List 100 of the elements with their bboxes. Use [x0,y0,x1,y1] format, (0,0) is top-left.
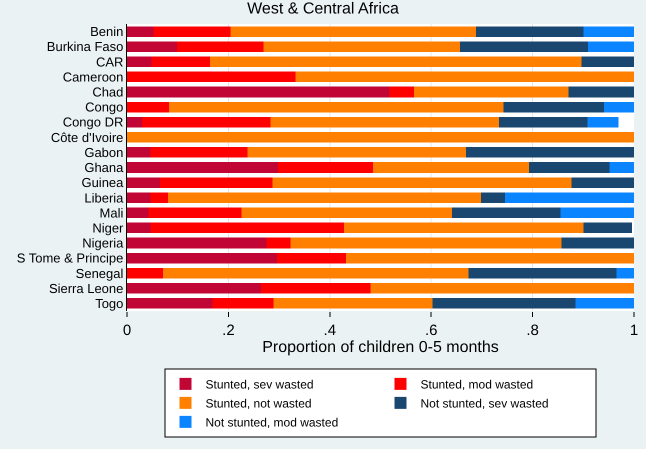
y-tick-label: Guinea [81,175,124,190]
bar [127,26,154,37]
bar [260,283,370,294]
bar [480,192,506,203]
bar [583,26,634,37]
bar [529,162,610,173]
x-tick-label: .2 [222,322,235,339]
bar [160,177,273,188]
bar [127,238,266,248]
bar [272,177,572,188]
bar [476,26,584,37]
bar [263,41,460,52]
bar [390,86,414,98]
bar [583,222,632,234]
bar [504,102,604,112]
bar [604,102,634,112]
bar [150,147,248,158]
bar [468,268,616,279]
chart-title: West & Central Africa [247,0,399,18]
y-tick-label: Chad [92,84,124,100]
y-tick-label: S Tome & Principe [16,250,124,266]
y-tick-label: Nigeria [82,236,124,251]
bar [466,147,634,158]
bar [587,116,618,128]
bar [270,116,500,128]
bar [151,56,210,68]
x-tick-label: .6 [424,322,438,339]
y-tick-label: Mali [100,205,124,220]
bar [127,162,278,173]
x-tick-label: .4 [324,322,336,339]
bar [346,252,634,264]
y-tick-label: Benin [90,24,124,40]
bar [616,268,634,279]
bar [127,283,261,294]
bar [432,298,576,309]
y-tick-label: Sierra Leone [48,280,124,296]
bar [163,268,469,279]
bar [127,102,170,112]
bar [142,116,270,128]
bar [127,147,150,158]
x-tick-label: .8 [526,322,539,339]
y-tick-label: Cameroon [62,69,124,84]
x-axis-title: Proportion of children 0-5 months [262,339,499,356]
y-tick-label: Gabon [84,144,124,160]
bar [127,86,390,98]
bar [505,192,634,203]
bar [248,147,466,158]
y-tick-label: Togo [95,296,124,311]
bar [588,41,634,52]
bar [414,86,569,98]
bar [127,268,163,279]
bar [212,298,274,309]
x-tick-label: 0 [122,322,132,339]
bar [127,222,150,234]
bar [452,208,560,218]
y-tick-label: CAR [96,54,124,70]
bar [150,192,168,203]
bar [460,41,588,52]
y-tick-label: Senegal [76,266,124,281]
bar [148,208,242,218]
legend-label: Stunted, mod wasted [420,378,534,392]
bar [127,208,148,218]
bar [210,56,582,68]
y-tick-label: Burkina Faso [46,39,124,54]
bar [127,192,150,203]
bar [372,162,530,173]
bar [230,26,476,37]
y-tick-label: Liberia [84,190,124,206]
bar [581,56,634,68]
bar [576,298,634,309]
bar [177,41,264,52]
bar [150,222,344,234]
bar [169,102,504,112]
legend-label: Not stunted, sev wasted [420,396,549,411]
bar [568,86,634,98]
bar [127,116,142,128]
bar [610,162,634,173]
y-tick-label: Congo [85,100,124,115]
bar [560,208,634,218]
bar [266,238,290,248]
bar [242,208,452,218]
bar [572,177,634,188]
bar [274,298,433,309]
legend-label: Not stunted, mod wasted [206,416,338,430]
bar [127,177,160,188]
y-tick-label: Congo DR [62,114,124,130]
legend-label: Stunted, sev wasted [206,378,314,392]
y-tick-label: Ghana [84,160,124,176]
bar [127,72,296,82]
bar [127,252,278,264]
bar [127,56,152,68]
bar [499,116,588,128]
x-tick-label: 1 [630,322,638,339]
bar [277,252,346,264]
legend-label: Stunted, not wasted [206,396,312,411]
bar [370,283,634,294]
y-tick-label: Niger [92,220,124,236]
bar [153,26,230,37]
bar [127,298,213,309]
bar [344,222,584,234]
